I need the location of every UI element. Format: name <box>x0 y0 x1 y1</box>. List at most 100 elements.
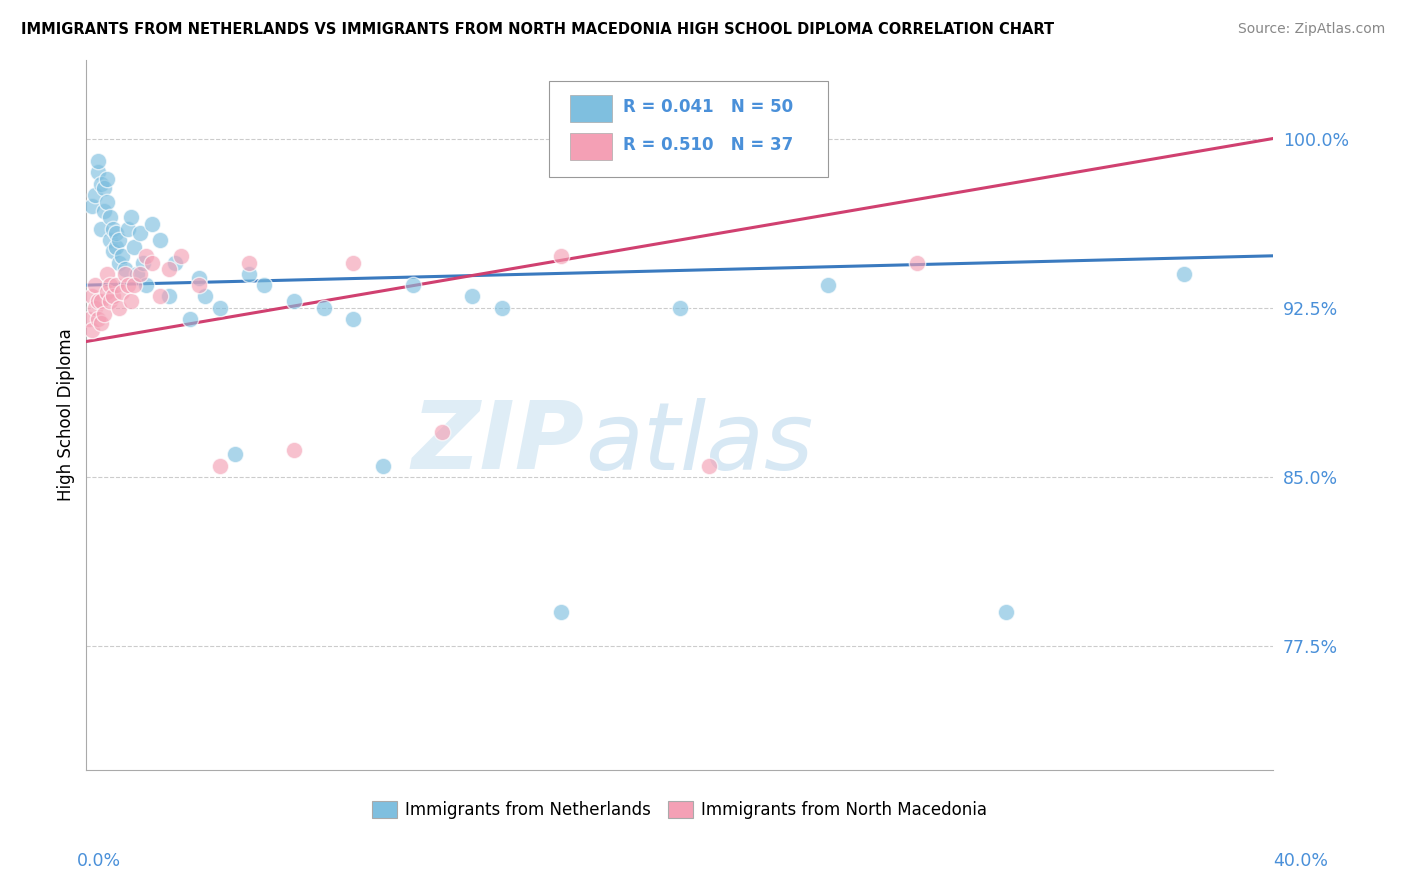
Y-axis label: High School Diploma: High School Diploma <box>58 328 75 501</box>
Point <box>101 244 124 259</box>
Point <box>188 271 211 285</box>
Point <box>96 285 118 299</box>
Point <box>84 188 107 202</box>
Point <box>550 249 572 263</box>
Point <box>125 267 148 281</box>
Point <box>141 255 163 269</box>
Point <box>87 293 110 308</box>
Point <box>98 211 121 225</box>
Point <box>120 211 142 225</box>
Text: Source: ZipAtlas.com: Source: ZipAtlas.com <box>1237 22 1385 37</box>
Point <box>104 240 127 254</box>
Point <box>87 165 110 179</box>
Point <box>668 301 690 315</box>
Point <box>111 285 134 299</box>
Point <box>108 301 131 315</box>
Point <box>128 267 150 281</box>
Point <box>114 267 136 281</box>
Point <box>93 203 115 218</box>
Point <box>90 293 112 308</box>
Point <box>114 262 136 277</box>
Point <box>98 233 121 247</box>
Point <box>111 249 134 263</box>
Point <box>905 255 928 269</box>
Point <box>90 317 112 331</box>
Point <box>96 194 118 209</box>
Point <box>120 293 142 308</box>
FancyBboxPatch shape <box>571 95 612 122</box>
Point <box>157 289 180 303</box>
Point <box>208 458 231 473</box>
Point <box>101 289 124 303</box>
Point <box>84 301 107 315</box>
Point <box>312 301 335 315</box>
Point <box>550 605 572 619</box>
Point <box>283 442 305 457</box>
Point <box>491 301 513 315</box>
Text: R = 0.510   N = 37: R = 0.510 N = 37 <box>623 136 793 154</box>
Point <box>253 278 276 293</box>
Point <box>87 154 110 169</box>
Point <box>82 199 104 213</box>
Text: atlas: atlas <box>585 398 813 489</box>
Point <box>149 289 172 303</box>
Point <box>90 177 112 191</box>
Point <box>194 289 217 303</box>
FancyBboxPatch shape <box>571 133 612 160</box>
Point <box>170 249 193 263</box>
Point <box>87 312 110 326</box>
Point <box>108 233 131 247</box>
Point <box>165 255 187 269</box>
Point <box>122 278 145 293</box>
Point <box>817 278 839 293</box>
Point <box>238 255 260 269</box>
Point <box>157 262 180 277</box>
Point <box>77 312 100 326</box>
Point <box>135 278 157 293</box>
Point <box>93 181 115 195</box>
Point <box>141 217 163 231</box>
Point <box>104 278 127 293</box>
Point <box>122 240 145 254</box>
Point <box>84 278 107 293</box>
Point <box>131 255 153 269</box>
Point <box>208 301 231 315</box>
Point <box>401 278 423 293</box>
Point <box>371 458 394 473</box>
Point <box>238 267 260 281</box>
Point <box>96 172 118 186</box>
Point <box>149 233 172 247</box>
Point <box>104 226 127 240</box>
Point <box>342 255 364 269</box>
Point <box>461 289 484 303</box>
Point <box>135 249 157 263</box>
Point <box>994 605 1017 619</box>
Point <box>342 312 364 326</box>
Point <box>1173 267 1195 281</box>
FancyBboxPatch shape <box>550 81 828 177</box>
Point <box>179 312 201 326</box>
Point <box>82 323 104 337</box>
Text: IMMIGRANTS FROM NETHERLANDS VS IMMIGRANTS FROM NORTH MACEDONIA HIGH SCHOOL DIPLO: IMMIGRANTS FROM NETHERLANDS VS IMMIGRANT… <box>21 22 1054 37</box>
Point <box>101 221 124 235</box>
Point <box>188 278 211 293</box>
Point <box>98 278 121 293</box>
Point <box>90 221 112 235</box>
Text: R = 0.041   N = 50: R = 0.041 N = 50 <box>623 98 793 116</box>
Point <box>93 308 115 322</box>
Point <box>432 425 454 439</box>
Legend: Immigrants from Netherlands, Immigrants from North Macedonia: Immigrants from Netherlands, Immigrants … <box>366 794 994 826</box>
Point <box>96 267 118 281</box>
Point <box>98 293 121 308</box>
Text: 0.0%: 0.0% <box>77 852 121 870</box>
Point <box>128 226 150 240</box>
Point <box>82 289 104 303</box>
Point <box>117 278 139 293</box>
Point <box>117 221 139 235</box>
Point <box>697 458 720 473</box>
Point <box>283 293 305 308</box>
Text: ZIP: ZIP <box>412 397 585 489</box>
Text: 40.0%: 40.0% <box>1274 852 1329 870</box>
Point <box>108 255 131 269</box>
Point <box>224 447 246 461</box>
